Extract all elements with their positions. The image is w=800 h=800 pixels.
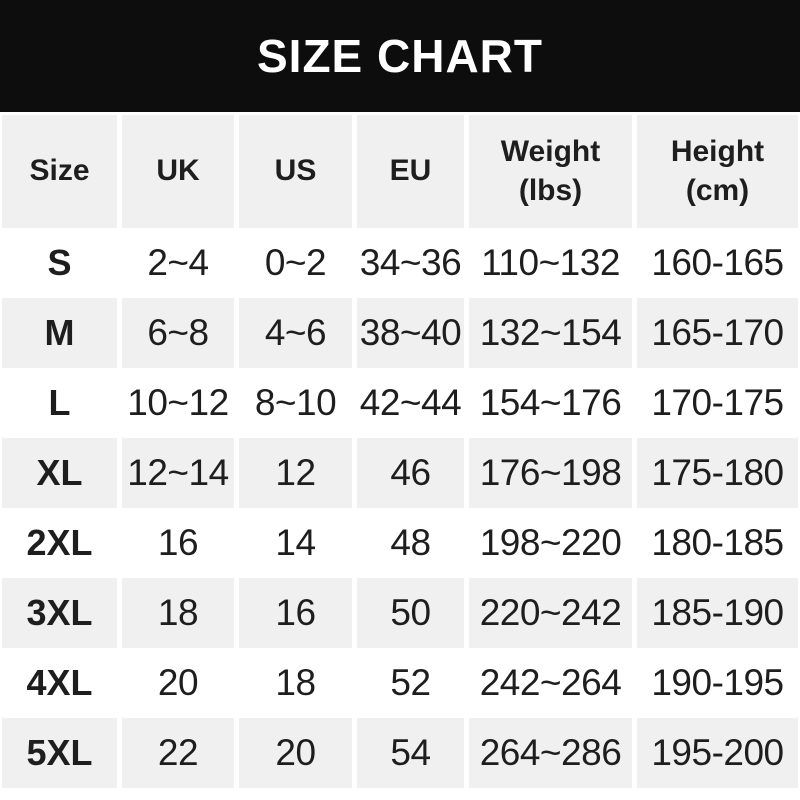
table-cell: 2~4 bbox=[147, 242, 209, 283]
table-cell: 16 bbox=[239, 578, 352, 648]
size-label-cell: S bbox=[47, 242, 72, 283]
table-cell: 22 bbox=[122, 718, 234, 788]
table-cell: 242~264 bbox=[479, 662, 622, 703]
table-cell: 180-185 bbox=[651, 522, 784, 563]
column-header-label: EU bbox=[389, 154, 432, 188]
column-header-eu: EU bbox=[357, 115, 464, 228]
table-cell: 170-175 bbox=[651, 382, 784, 423]
table-cell: 42~44 bbox=[359, 382, 462, 423]
size-label-cell: L bbox=[48, 382, 71, 423]
column-header-label: US bbox=[274, 154, 317, 188]
table-cell: 176~198 bbox=[469, 438, 632, 508]
size-label-cell: 4XL bbox=[26, 662, 93, 703]
table-cell: 38~40 bbox=[357, 298, 464, 368]
size-label-cell: 2XL bbox=[26, 522, 93, 563]
column-header-sublabel: (cm) bbox=[685, 173, 750, 207]
column-header-label: UK bbox=[156, 154, 200, 188]
table-cell: 10~12 bbox=[127, 382, 229, 423]
table-cell: 34~36 bbox=[359, 242, 462, 283]
table-row: 2XL 16 14 48 198~220 180-185 bbox=[0, 508, 800, 578]
column-header-us: US bbox=[239, 115, 352, 228]
size-label-cell: M bbox=[2, 298, 117, 368]
table-row: M 6~8 4~6 38~40 132~154 165-170 bbox=[0, 298, 800, 368]
table-cell: 175-180 bbox=[637, 438, 798, 508]
column-header-weight: Weight (lbs) bbox=[469, 115, 632, 228]
column-header-sublabel: (lbs) bbox=[518, 173, 583, 207]
table-row: L 10~12 8~10 42~44 154~176 170-175 bbox=[0, 368, 800, 438]
table-cell: 110~132 bbox=[481, 242, 620, 283]
column-header-uk: UK bbox=[122, 115, 234, 228]
table-cell: 264~286 bbox=[469, 718, 632, 788]
table-cell: 165-170 bbox=[637, 298, 798, 368]
table-row: 5XL 22 20 54 264~286 195-200 bbox=[0, 718, 800, 788]
size-label-cell: XL bbox=[2, 438, 117, 508]
table-cell: 16 bbox=[157, 522, 199, 563]
table-cell: 54 bbox=[357, 718, 464, 788]
table-cell: 132~154 bbox=[469, 298, 632, 368]
column-header-label: Height bbox=[670, 135, 765, 169]
table-row: 4XL 20 18 52 242~264 190-195 bbox=[0, 648, 800, 718]
table-row: 3XL 18 16 50 220~242 185-190 bbox=[0, 578, 800, 648]
table-cell: 18 bbox=[275, 662, 316, 703]
table-cell: 50 bbox=[357, 578, 464, 648]
table-cell: 20 bbox=[239, 718, 352, 788]
column-header-height: Height (cm) bbox=[637, 115, 798, 228]
table-cell: 160-165 bbox=[651, 242, 784, 283]
table-cell: 6~8 bbox=[122, 298, 234, 368]
page-title: SIZE CHART bbox=[257, 30, 543, 82]
column-header-label: Size bbox=[29, 154, 90, 188]
table-cell: 154~176 bbox=[479, 382, 622, 423]
table-row: S 2~4 0~2 34~36 110~132 160-165 bbox=[0, 228, 800, 298]
size-label-cell: 5XL bbox=[2, 718, 117, 788]
table-cell: 8~10 bbox=[254, 382, 337, 423]
table-cell: 220~242 bbox=[469, 578, 632, 648]
table-cell: 0~2 bbox=[264, 242, 327, 283]
column-header-size: Size bbox=[2, 115, 117, 228]
table-row: XL 12~14 12 46 176~198 175-180 bbox=[0, 438, 800, 508]
table-cell: 52 bbox=[390, 662, 431, 703]
column-header-label: Weight bbox=[500, 135, 601, 169]
table-cell: 14 bbox=[275, 522, 316, 563]
table-cell: 18 bbox=[122, 578, 234, 648]
size-label-cell: 3XL bbox=[2, 578, 117, 648]
table-cell: 20 bbox=[157, 662, 199, 703]
table-cell: 48 bbox=[390, 522, 431, 563]
table-cell: 198~220 bbox=[479, 522, 622, 563]
table-cell: 195-200 bbox=[637, 718, 798, 788]
table-cell: 46 bbox=[357, 438, 464, 508]
table-header-row: Size UK US EU Weight (lbs) Height (cm) bbox=[0, 115, 800, 228]
title-banner: SIZE CHART bbox=[0, 0, 800, 112]
table-cell: 12 bbox=[239, 438, 352, 508]
table-cell: 4~6 bbox=[239, 298, 352, 368]
table-body: S 2~4 0~2 34~36 110~132 160-165 M 6~8 4~6 38~40 13… bbox=[0, 228, 800, 788]
table-cell: 190-195 bbox=[651, 662, 784, 703]
table-cell: 185-190 bbox=[637, 578, 798, 648]
table-cell: 12~14 bbox=[122, 438, 234, 508]
